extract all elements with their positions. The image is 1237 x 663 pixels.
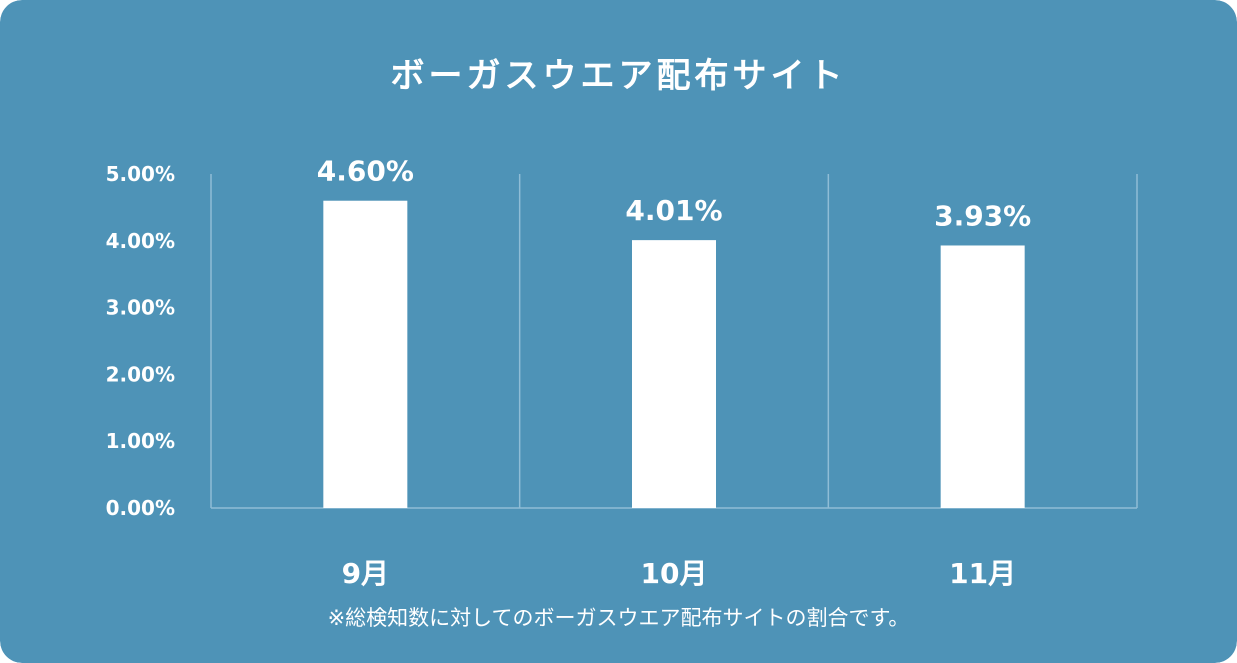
y-tick-label: 0.00% [106, 496, 175, 520]
bar [323, 200, 408, 508]
y-tick-label: 4.00% [106, 229, 175, 253]
data-label: 4.01% [625, 194, 722, 227]
x-axis: 9月 10月 11月 [342, 557, 1017, 590]
bar [632, 240, 716, 508]
data-label: 3.93% [934, 199, 1031, 232]
bar [940, 245, 1025, 508]
category-label: 9月 [342, 557, 389, 590]
y-tick-label: 3.00% [106, 296, 175, 320]
chart-title: ボーガスウエア配布サイト [390, 56, 847, 96]
data-label: 4.60% [317, 155, 414, 188]
data-labels: 4.60% 4.01% 3.93% [317, 155, 1031, 233]
category-label: 10月 [641, 557, 708, 590]
y-tick-label: 1.00% [106, 429, 175, 453]
category-label: 11月 [949, 557, 1016, 590]
y-tick-label: 5.00% [106, 162, 175, 186]
y-axis: 5.00% 4.00% 3.00% 2.00% 1.00% 0.00% [106, 162, 175, 520]
bars [323, 200, 1025, 508]
y-tick-label: 2.00% [106, 362, 175, 386]
footnote: ※総検知数に対してのボーガスウエア配布サイトの割合です。 [327, 606, 910, 630]
